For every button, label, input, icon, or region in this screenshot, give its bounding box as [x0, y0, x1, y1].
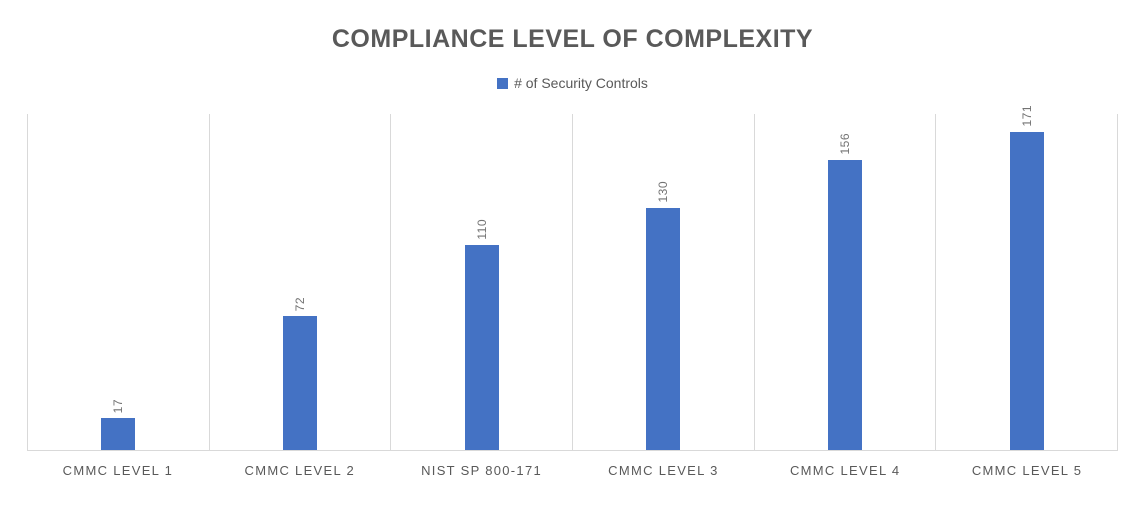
- x-axis-label-cmmc-level-1: CMMC LEVEL 1: [62, 463, 174, 478]
- x-axis-label-cmmc-level-2: CMMC LEVEL 2: [244, 463, 355, 478]
- x-axis-label-cmmc-level-3: CMMC LEVEL 3: [608, 463, 719, 478]
- data-label-wrap: 110: [391, 219, 572, 240]
- category-column-nist-sp-800-171: 110: [391, 114, 574, 450]
- data-label-cmmc-level-2: 72: [293, 296, 307, 311]
- plot-area: 17 72 110 130 156 171: [27, 105, 1118, 451]
- bar-cmmc-level-2: [283, 316, 317, 450]
- bar-cmmc-level-5: [1009, 132, 1044, 450]
- data-label-cmmc-level-4: 156: [838, 133, 853, 155]
- bar-cmmc-level-1: [101, 418, 136, 450]
- category-column-cmmc-level-3: 130: [573, 114, 755, 450]
- bar-nist-sp-800-171: [464, 245, 499, 450]
- data-label-wrap: 156: [755, 133, 936, 155]
- legend-swatch-icon: [497, 77, 509, 89]
- bar-cmmc-level-3: [646, 208, 681, 450]
- data-label-cmmc-level-1: 17: [111, 398, 126, 413]
- legend: # of Security Controls: [0, 75, 1145, 91]
- data-label-wrap: 130: [573, 181, 754, 203]
- data-label-wrap: 17: [28, 399, 209, 413]
- x-axis-label-cmmc-level-4: CMMC LEVEL 4: [789, 463, 901, 478]
- data-label-wrap: 72: [210, 297, 391, 311]
- category-column-cmmc-level-4: 156: [755, 114, 937, 450]
- category-column-cmmc-level-5: 171: [936, 105, 1117, 450]
- x-axis-label-nist-sp-800-171: NIST SP 800-171: [421, 463, 543, 478]
- category-column-cmmc-level-1: 17: [28, 114, 210, 450]
- x-axis-label-cmmc-level-5: CMMC LEVEL 5: [971, 463, 1083, 478]
- data-label-nist-sp-800-171: 110: [474, 219, 489, 240]
- x-axis-labels: CMMC LEVEL 1 CMMC LEVEL 2 NIST SP 800-171 C…: [27, 463, 1118, 478]
- legend-label: # of Security Controls: [514, 75, 648, 91]
- data-label-wrap: 171: [936, 105, 1117, 127]
- data-label-cmmc-level-5: 171: [1019, 105, 1034, 127]
- chart-title: COMPLIANCE LEVEL OF COMPLEXITY: [331, 25, 814, 53]
- bar-cmmc-level-4: [828, 160, 863, 450]
- data-label-cmmc-level-3: 130: [656, 181, 671, 203]
- category-column-cmmc-level-2: 72: [210, 114, 392, 450]
